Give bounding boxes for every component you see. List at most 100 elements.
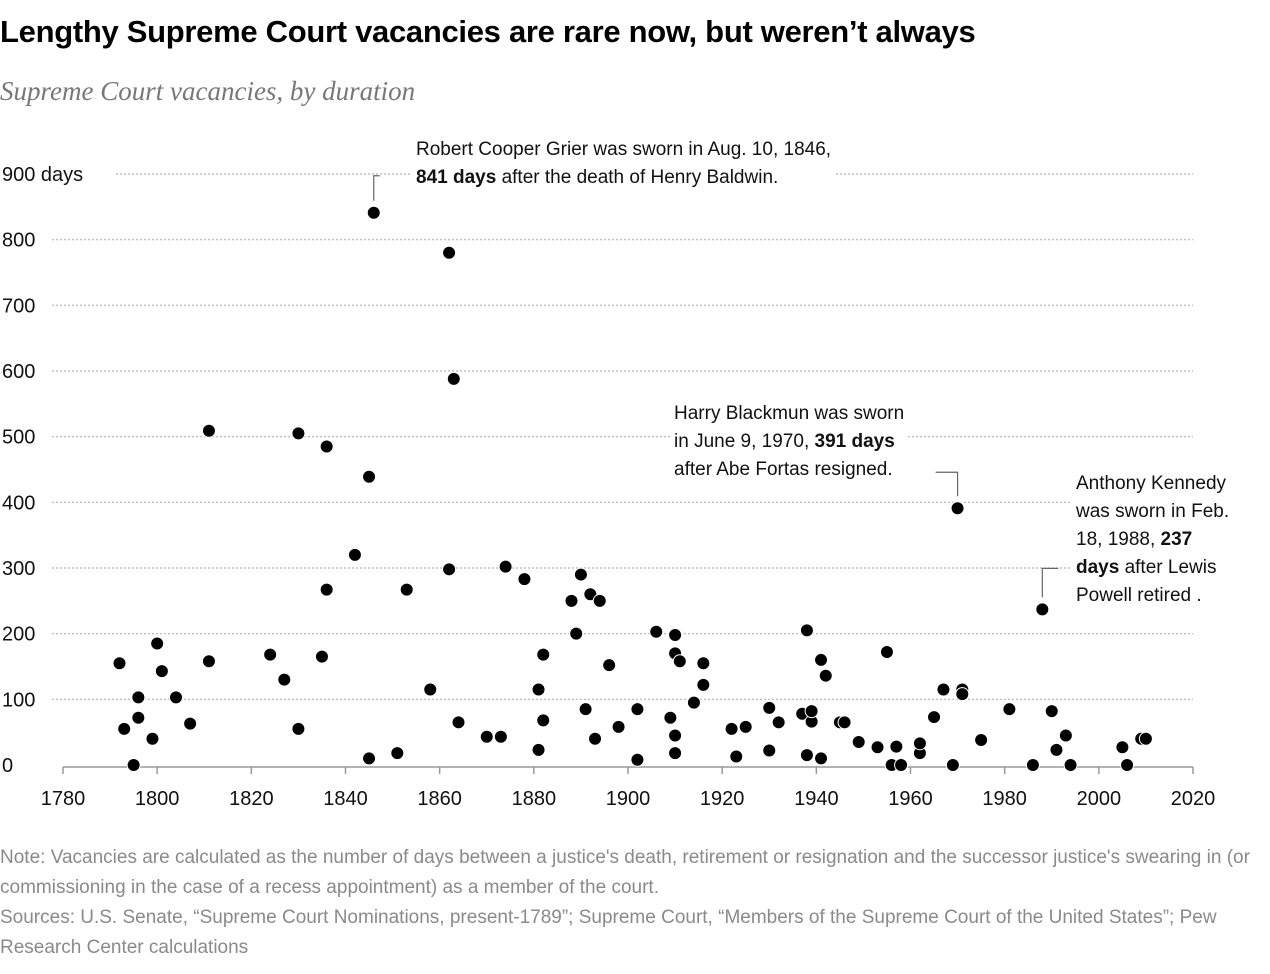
data-point [837,715,852,730]
data-point [517,572,532,587]
data-point [498,559,513,574]
data-point [573,567,588,582]
sources-text: Sources: U.S. Senate, “Supreme Court Nom… [0,907,1217,958]
annotation-leader [1041,567,1059,598]
data-point [630,702,645,717]
data-point [592,593,607,608]
annotation-kennedy-line5: Powell retired . [1076,585,1202,606]
y-tick-label: 900 days [2,164,83,186]
y-axis-ticks: 0 100 200 300 400 500 600 700 800 900 days [2,164,83,777]
data-point [818,668,833,683]
data-point [583,587,598,602]
y-tick-label: 100 [2,689,35,711]
data-point [814,652,829,667]
y-tick-label: 400 [2,492,35,514]
data-point [112,656,127,671]
x-tick-label: 1840 [323,788,368,810]
data-point [1044,704,1059,719]
data-point [672,654,687,669]
annotation-leaders [373,175,1059,598]
data-point [423,682,438,697]
data-point [974,733,989,748]
data-point [936,682,951,697]
data-point [799,748,814,763]
data-point [390,746,405,761]
annotation-kennedy-days: days [1076,557,1120,578]
y-tick-label: 300 [2,558,35,580]
footnotes: Note: Vacancies are calculated as the nu… [0,843,1268,963]
data-point [442,562,457,577]
data-point [531,742,546,757]
data-point [663,710,678,725]
data-point [362,469,377,484]
data-point [804,704,819,719]
data-point [277,672,292,687]
data-point [446,371,461,386]
data-point [362,751,377,766]
x-tick-label: 1880 [512,788,557,810]
y-tick-label: 0 [2,755,13,777]
data-point [729,749,744,764]
annotation-blackmun-line1: Harry Blackmun was sworn [674,403,905,424]
data-point [955,687,970,702]
y-tick-label: 700 [2,295,35,317]
data-point [1115,740,1130,755]
data-point [564,593,579,608]
data-point [131,710,146,725]
data-point [649,624,664,639]
data-point [668,746,683,761]
x-tick-label: 1900 [606,788,651,810]
data-point [588,731,603,746]
data-point [696,656,711,671]
data-points [112,205,1153,772]
annotation-blackmun: Harry Blackmun was sworn in June 9, 1970… [670,400,909,484]
data-point [154,664,169,679]
data-point [771,715,786,730]
x-tick-label: 2020 [1171,788,1216,810]
data-point [686,695,701,710]
data-point [889,739,904,754]
data-point [201,654,216,669]
annotation-kennedy: Anthony Kennedy was sworn in Feb. 18, 19… [1072,470,1234,610]
data-point [870,740,885,755]
x-tick-label: 1940 [794,788,839,810]
y-tick-label: 800 [2,230,35,252]
gridlines [52,173,1193,700]
x-tick-label: 1860 [417,788,462,810]
data-point [442,245,457,260]
scatter-chart: 0 100 200 300 400 500 600 700 800 900 days 1780 18… [2,164,1216,810]
x-tick-label: 1920 [700,788,745,810]
annotation-leader [373,175,380,201]
chart-title: Lengthy Supreme Court vacancies are rare… [0,14,976,49]
data-point [630,752,645,767]
data-point [851,735,866,750]
data-point [1049,742,1064,757]
data-point [150,636,165,651]
data-point [668,627,683,642]
data-point [291,721,306,736]
annotation-kennedy-line4: after Lewis [1119,557,1217,578]
x-tick-label: 1960 [888,788,933,810]
data-point [126,758,141,772]
data-point [183,716,198,731]
data-point [668,728,683,743]
data-point [738,719,753,734]
data-point [479,729,494,744]
data-point [131,690,146,705]
data-point [451,715,466,730]
data-point [1002,702,1017,717]
data-point [724,721,739,736]
data-point [1058,728,1073,743]
data-point [814,751,829,766]
annotation-kennedy-line2: was sworn in Feb. [1076,501,1230,522]
data-point [799,623,814,638]
data-point [201,423,216,438]
data-point [879,645,894,660]
data-point [169,690,183,705]
annotation-leader [935,471,959,497]
data-point [493,729,508,744]
data-point [611,719,626,734]
note-text: Note: Vacancies are calculated as the nu… [0,847,1250,898]
data-point [945,758,960,772]
annotation-blackmun-line2: in June 9, 1970, [674,431,815,452]
